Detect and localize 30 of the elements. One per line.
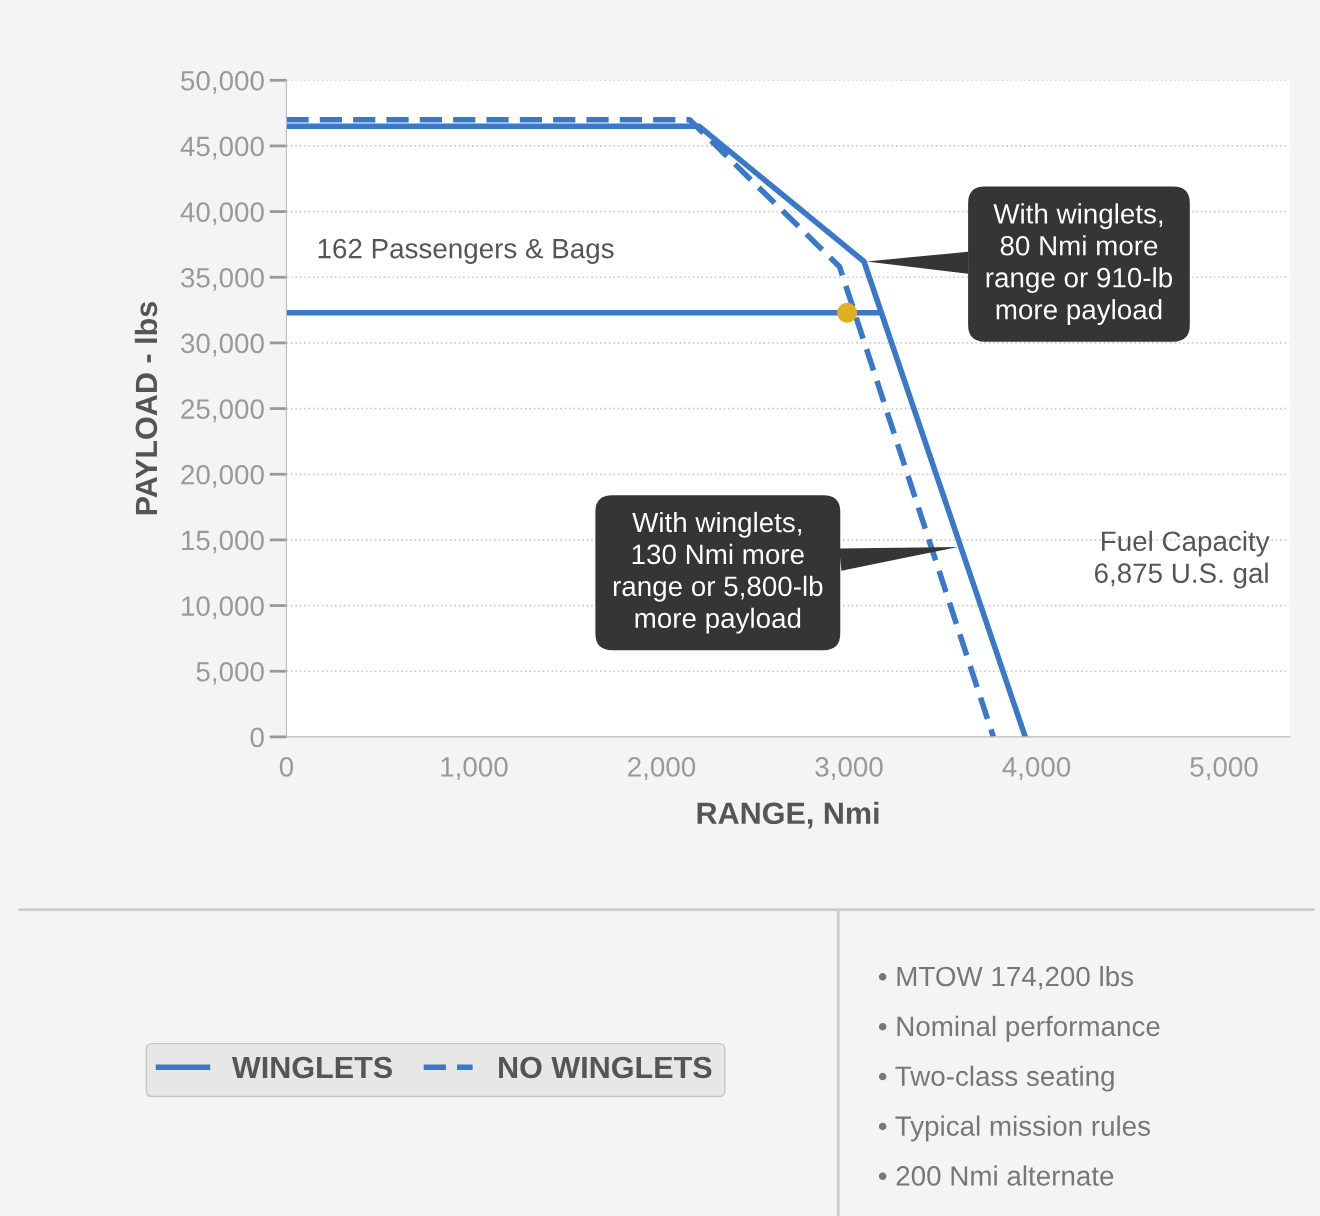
y-tick-label: 5,000 <box>196 661 264 685</box>
text: • Typical mission rules <box>878 1115 1151 1142</box>
y-tick-label: 45,000 <box>180 136 264 160</box>
annotation: With winglets, 80 Nmi more range or 910-lb more payload <box>986 203 1173 325</box>
text: • Nominal performance <box>878 1015 1160 1042</box>
y-tick-label: 15,000 <box>182 530 264 554</box>
y-tick-label: 10,000 <box>182 596 264 620</box>
y-tick-label: 30,000 <box>181 333 264 357</box>
x-tick-label: 3,000 <box>815 757 883 781</box>
text: • 200 Nmi alternate <box>878 1165 1114 1186</box>
x-tick-label: 4,000 <box>1002 757 1071 781</box>
annotation: Fuel Capacity 6,875 U.S. gal <box>1094 530 1270 589</box>
x-tick-label: 2,000 <box>628 757 696 781</box>
x-axis-title: RANGE, Nmi <box>697 801 879 829</box>
y-axis-title: PAYLOAD - lbs <box>134 302 158 515</box>
x-tick-label: 1,000 <box>441 757 508 781</box>
legend-label: WINGLETS <box>231 1056 392 1079</box>
legend-label: NO WINGLETS <box>499 1056 712 1079</box>
y-tick-label: 35,000 <box>181 267 264 291</box>
text: • MTOW 174,200 lbs <box>878 965 1134 990</box>
y-tick-label: 20,000 <box>181 464 264 488</box>
y-tick-label: 50,000 <box>181 70 264 94</box>
y-tick-label: 0 <box>250 727 264 748</box>
y-tick-label: 25,000 <box>181 399 264 423</box>
x-tick-label: 5,000 <box>1190 757 1258 781</box>
annotation: 162 Passengers & Bags <box>318 238 614 264</box>
text: • Two-class seating <box>878 1065 1114 1092</box>
annotation: With winglets, 130 Nmi more range or 5,800-lb more payload <box>613 511 823 634</box>
x-tick-label: 0 <box>279 757 294 777</box>
y-tick-label: 40,000 <box>180 202 264 226</box>
